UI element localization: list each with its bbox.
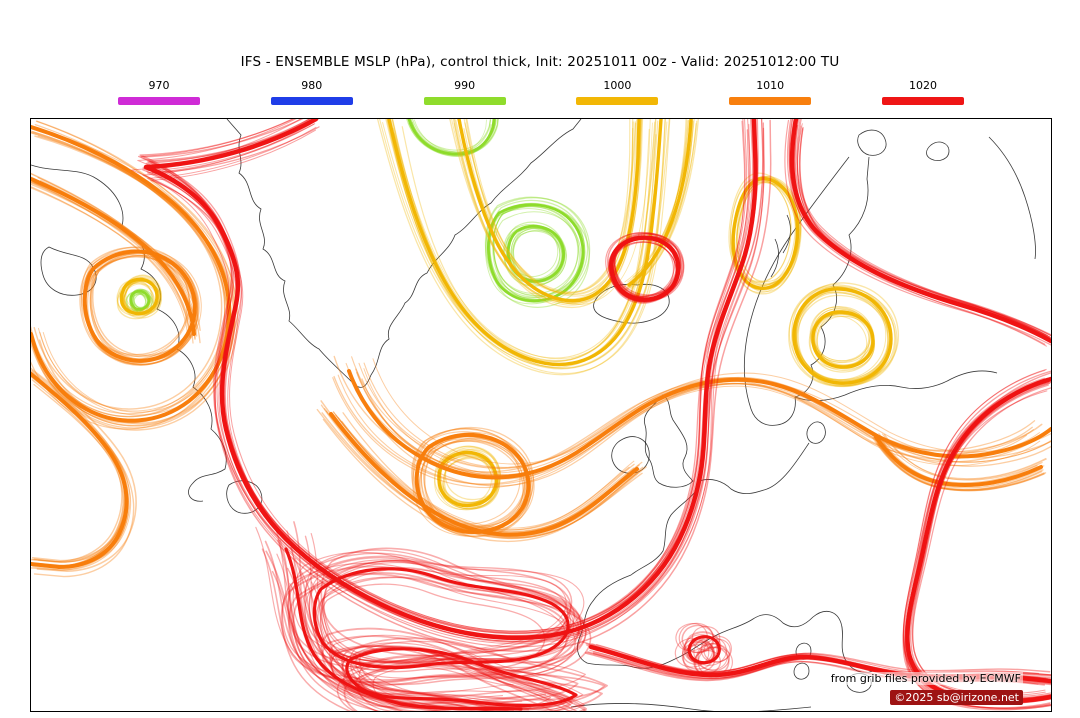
legend-label: 1020 — [882, 80, 964, 92]
legend-item-990: 990 — [424, 80, 506, 105]
legend-item-970: 970 — [118, 80, 200, 105]
chart-title: IFS - ENSEMBLE MSLP (hPa), control thick… — [0, 54, 1080, 70]
legend-swatch-1000 — [576, 97, 658, 105]
map-canvas — [31, 119, 1051, 711]
legend-swatch-980 — [271, 97, 353, 105]
legend-swatch-1010 — [729, 97, 811, 105]
legend-item-1010: 1010 — [729, 80, 811, 105]
pressure-legend: 970 980 990 1000 1010 1020 — [118, 80, 964, 105]
weather-chart-page: { "header": { "title": "IFS - ENSEMBLE M… — [0, 0, 1080, 718]
legend-item-980: 980 — [271, 80, 353, 105]
attribution-ecmwf: from grib files provided by ECMWF — [829, 672, 1023, 685]
weather-map: from grib files provided by ECMWF ©2025 … — [30, 118, 1052, 712]
legend-item-1020: 1020 — [882, 80, 964, 105]
legend-label: 1010 — [729, 80, 811, 92]
legend-swatch-990 — [424, 97, 506, 105]
legend-label: 1000 — [576, 80, 658, 92]
legend-item-1000: 1000 — [576, 80, 658, 105]
legend-label: 990 — [424, 80, 506, 92]
legend-label: 980 — [271, 80, 353, 92]
legend-swatch-1020 — [882, 97, 964, 105]
contour-bundle-1020-tangle — [256, 519, 734, 711]
legend-label: 970 — [118, 80, 200, 92]
contour-bundle-1020 — [130, 119, 1051, 711]
attribution-copyright: ©2025 sb@irizone.net — [890, 690, 1023, 705]
legend-swatch-970 — [118, 97, 200, 105]
